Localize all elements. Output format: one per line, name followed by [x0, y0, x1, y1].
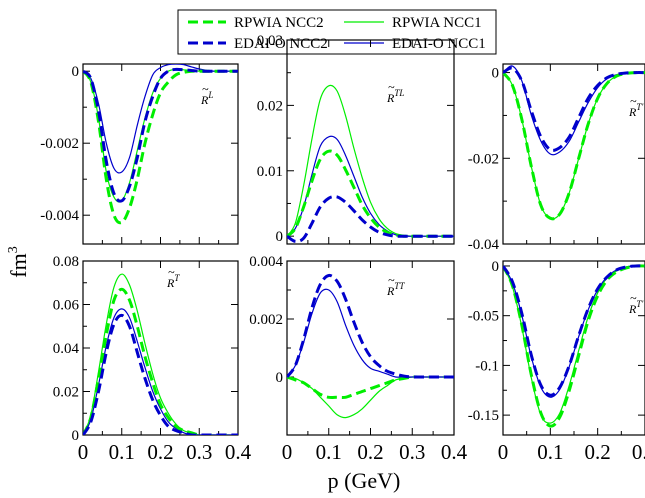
series-line-rpwia-ncc2 [503, 71, 645, 221]
panel-label-tilde: ~ [388, 80, 395, 94]
x-tick-label: 0.3 [399, 440, 425, 464]
y-tick-label: -0.004 [40, 208, 79, 224]
y-tick-label: -0.02 [468, 151, 499, 167]
y-tick-label: -0.15 [468, 408, 499, 424]
panel-rl: 0 -0.002 -0.004 ~RL [40, 63, 239, 245]
series-line-edai-o-ncc1 [83, 308, 238, 435]
y-tick-label: 0.04 [53, 341, 80, 357]
panel-frame [502, 260, 645, 436]
y-tick-label: 0.004 [249, 254, 283, 270]
panel-label-tilde: ~ [202, 82, 209, 96]
panel-label-sup: T' [636, 299, 644, 309]
panel-rtl: 0 0.01 0.02 0.03 ~RTL [257, 33, 455, 245]
x-tick-label: 0.4 [225, 440, 252, 464]
y-tick-label: 0 [492, 259, 500, 275]
y-tick-label: 0 [492, 66, 500, 82]
y-tick-label: 0.08 [53, 254, 79, 270]
series-line-edai-o-ncc2 [83, 67, 238, 203]
series-line-rpwia-ncc2 [83, 69, 238, 225]
x-tick-label: 0 [498, 440, 509, 464]
y-tick-label: 0 [276, 229, 284, 245]
series-line-edai-o-ncc1 [287, 288, 454, 378]
panel-label-tilde: ~ [630, 291, 637, 305]
panel-label-text: RT' [628, 299, 644, 316]
x-tick-label: 0 [78, 440, 89, 464]
panel-label-tilde: ~ [168, 265, 175, 279]
panel-label: ~RT [166, 265, 180, 290]
panel-label: ~RT' [628, 94, 644, 119]
panel-label-text: RT [166, 273, 180, 290]
panel-label-sup: T' [636, 102, 644, 112]
y-tick-label: 0 [276, 370, 284, 386]
y-tick-label: 0 [72, 64, 80, 80]
panel-frame [82, 63, 239, 245]
panel-label-tilde: ~ [630, 94, 637, 108]
series-line-rpwia-ncc1 [287, 376, 454, 419]
y-axis-label: fm3 [6, 246, 31, 277]
panel-label-text: RT' [628, 102, 644, 119]
panel-label-sup: TT [394, 281, 405, 291]
legend-label-rpwia-ncc2: RPWIA NCC2 [234, 15, 324, 31]
panel-rtt: 0 0.002 0.004 0 0.1 0.2 0.3 0.4 ~RTT [249, 254, 467, 464]
legend: RPWIA NCC2 EDAI-O NCC2 RPWIA NCC1 EDAI-O… [177, 9, 497, 55]
legend-box [177, 9, 497, 55]
series-line-edai-o-ncc2 [503, 66, 645, 152]
series-line-edai-o-ncc2 [287, 195, 454, 243]
series-line-edai-o-ncc2 [83, 313, 238, 435]
y-tick-label: 0.02 [257, 98, 283, 114]
panel-rtprime2: 0 -0.05 -0.1 -0.15 0 0.1 0.2 0.3 ~RT' [468, 259, 645, 464]
series-line-rpwia-ncc1 [83, 273, 238, 435]
series-line-edai-o-ncc1 [287, 135, 454, 237]
panel-rt: 0 0.02 0.04 0.06 0.08 0 0.1 0.2 0.3 0.4 ~RT [53, 254, 252, 464]
y-axis-label-base: fm [6, 253, 31, 277]
series-line-edai-o-ncc2 [287, 273, 454, 379]
panel-label: ~RTT [386, 273, 405, 298]
x-tick-label: 0.2 [585, 440, 611, 464]
y-tick-label: 0.03 [257, 33, 283, 49]
x-tick-label: 0.2 [357, 440, 383, 464]
x-tick-label: 0.2 [147, 440, 173, 464]
y-tick-label: -0.05 [468, 309, 499, 325]
panel-label-text: RTL [386, 88, 404, 105]
x-tick-label: 0.3 [186, 440, 212, 464]
panel-label-sup: L [207, 90, 213, 100]
y-tick-label: -0.04 [468, 237, 500, 253]
y-axis-label-exponent: 3 [6, 246, 21, 253]
y-tick-label: 0.02 [53, 385, 79, 401]
legend-label-edai-ncc1: EDAI-O NCC1 [392, 36, 486, 52]
panel-label-sup: TL [394, 88, 404, 98]
x-tick-label: 0.3 [632, 440, 645, 464]
series-line-rpwia-ncc2 [287, 149, 454, 238]
panel-label-text: RTT [386, 281, 405, 298]
y-tick-label: 0.01 [257, 164, 283, 180]
svg-text:fm3: fm3 [6, 246, 31, 277]
panel-label: ~RT' [628, 291, 644, 316]
y-tick-label: 0 [72, 428, 80, 444]
y-tick-label: 0.06 [53, 298, 80, 314]
panel-frame [286, 260, 455, 436]
y-tick-label: 0.002 [249, 312, 283, 328]
series-line-edai-o-ncc1 [503, 65, 645, 156]
series-line-rpwia-ncc2 [83, 287, 238, 435]
x-tick-label: 0.1 [316, 440, 342, 464]
panel-label-sup: T [174, 273, 180, 283]
x-axis-label: p (GeV) [328, 468, 401, 493]
x-tick-label: 0 [282, 440, 293, 464]
y-tick-label: -0.1 [475, 358, 499, 374]
series-line-edai-o-ncc2 [503, 264, 645, 397]
x-tick-label: 0.1 [537, 440, 563, 464]
panel-label: ~RTL [386, 80, 404, 105]
y-tick-label: -0.002 [40, 136, 79, 152]
panel-label-tilde: ~ [388, 273, 395, 287]
panels: 0-0.002-0.004~RL00.010.020.03~RTL0-0.02-… [40, 33, 645, 464]
series-line-rpwia-ncc2 [287, 375, 454, 400]
series-line-rpwia-ncc1 [503, 71, 645, 220]
legend-label-rpwia-ncc1: RPWIA NCC1 [392, 15, 482, 31]
x-tick-label: 0.1 [109, 440, 135, 464]
panel-label-text: RL [200, 90, 213, 107]
x-tick-label: 0.4 [441, 440, 468, 464]
panel-rtprime: 0 -0.02 -0.04 ~RT' [468, 63, 645, 253]
panel-label: ~RL [200, 82, 213, 107]
